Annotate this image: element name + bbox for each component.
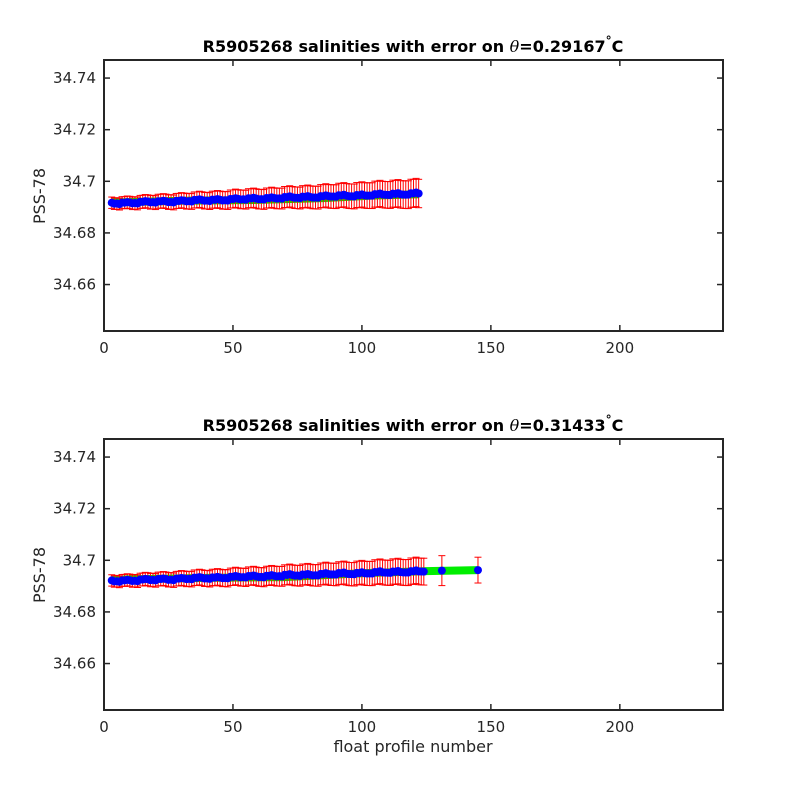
data-point — [414, 189, 423, 198]
data-point — [437, 566, 446, 575]
x-tick-label: 0 — [99, 339, 109, 357]
plot-area-bottom: 0 50 100 150 200 34.66 34.68 34.7 34.72 34.74 — [53, 438, 724, 736]
x-tick-label: 0 — [99, 718, 109, 736]
x-tick-label: 100 — [348, 718, 377, 736]
x-tick-label: 50 — [223, 339, 242, 357]
y-tick-label: 34.66 — [53, 276, 96, 294]
y-tick-label: 34.72 — [53, 500, 96, 518]
y-tick-label: 34.68 — [53, 224, 96, 242]
y-tick-label: 34.68 — [53, 603, 96, 621]
x-tick-label: 100 — [348, 339, 377, 357]
y-tick-label: 34.66 — [53, 655, 96, 673]
axes-frame — [103, 438, 724, 711]
y-tick-label: 34.74 — [53, 448, 96, 466]
plot-area-top: 0 50 100 150 200 34.66 34.68 34.7 34.72 34.74 — [53, 59, 724, 357]
chart-bottom: R5905268 salinities with error on θ=0.31… — [30, 413, 724, 756]
chart-bottom-title: R5905268 salinities with error on θ=0.31… — [203, 413, 624, 435]
data-point — [419, 567, 428, 576]
chart-top: R5905268 salinities with error on θ=0.29… — [30, 34, 724, 357]
chart-top-title: R5905268 salinities with error on θ=0.29… — [203, 34, 624, 56]
axes-frame — [103, 59, 724, 332]
y-tick-label: 34.7 — [63, 551, 96, 569]
x-tick-label: 150 — [477, 339, 506, 357]
data-point — [473, 566, 482, 575]
x-tick-label: 150 — [477, 718, 506, 736]
x-tick-label: 50 — [223, 718, 242, 736]
x-tick-label: 200 — [606, 718, 635, 736]
chart-top-ylabel: PSS-78 — [30, 168, 49, 224]
y-tick-label: 34.7 — [63, 172, 96, 190]
y-tick-label: 34.74 — [53, 69, 96, 87]
chart-bottom-xlabel: float profile number — [333, 737, 493, 756]
chart-bottom-ylabel: PSS-78 — [30, 547, 49, 603]
y-tick-label: 34.72 — [53, 121, 96, 139]
x-tick-label: 200 — [606, 339, 635, 357]
